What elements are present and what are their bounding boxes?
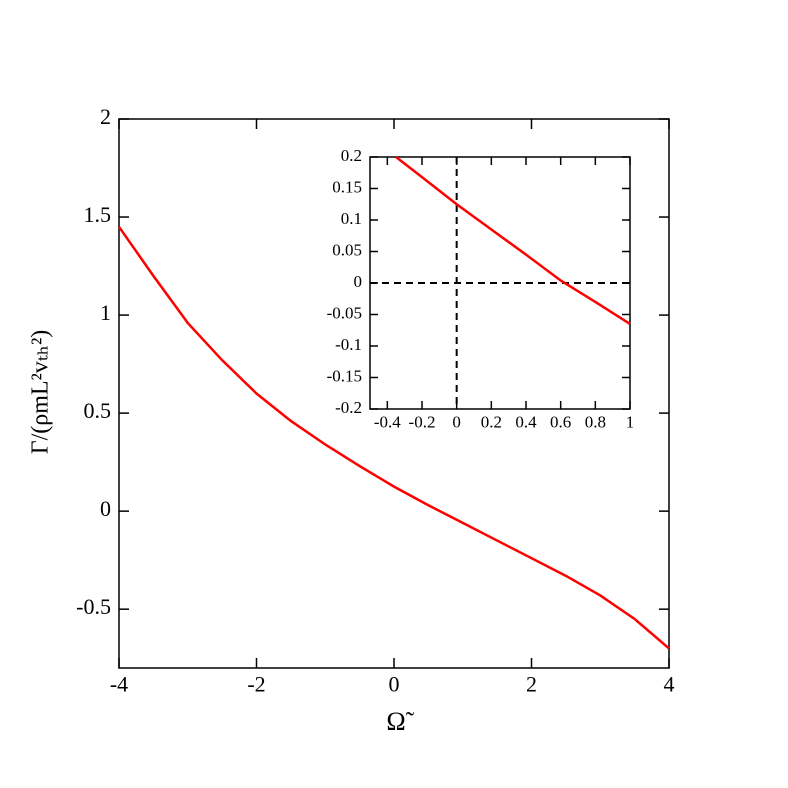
x-tick-label: 0.6: [550, 412, 571, 431]
y-tick-label: -0.15: [327, 366, 362, 385]
x-tick-label: 1: [626, 412, 635, 431]
y-tick-label: 1: [100, 300, 111, 325]
line-series: [117, 226, 670, 650]
x-tick-label: 0: [452, 412, 461, 431]
y-tick-label: -0.2: [335, 398, 362, 417]
y-tick-label: 0.5: [84, 398, 112, 423]
y-tick-label: 1.5: [84, 202, 112, 227]
y-tick-label: 2: [100, 104, 111, 129]
x-tick-label: 0: [389, 672, 400, 697]
y-tick-label: -0.5: [76, 594, 111, 619]
x-tick-label: -0.2: [409, 412, 436, 431]
x-tick-label: 0.4: [515, 412, 537, 431]
y-tick-label: 0.05: [332, 240, 362, 259]
x-tick-label: 0.2: [481, 412, 502, 431]
x-tick-label: 2: [526, 672, 537, 697]
y-tick-label: 0: [354, 272, 363, 291]
y-tick-label: -0.05: [327, 303, 362, 322]
line-series: [395, 156, 631, 326]
x-axis-label: Ω̃: [386, 707, 414, 736]
x-tick-label: -4: [110, 672, 128, 697]
x-tick-label: 0.8: [585, 412, 606, 431]
x-tick-label: 4: [664, 672, 675, 697]
y-tick-label: -0.1: [335, 335, 362, 354]
y-tick-label: 0.1: [341, 209, 362, 228]
x-tick-label: -2: [247, 672, 265, 697]
y-tick-label: 0.15: [332, 177, 362, 196]
y-tick-label: 0.2: [341, 146, 362, 165]
y-axis-label: Γ/(ρmL²vₜₕ²): [28, 330, 54, 455]
y-tick-label: 0: [100, 496, 111, 521]
x-tick-label: -0.4: [374, 412, 401, 431]
